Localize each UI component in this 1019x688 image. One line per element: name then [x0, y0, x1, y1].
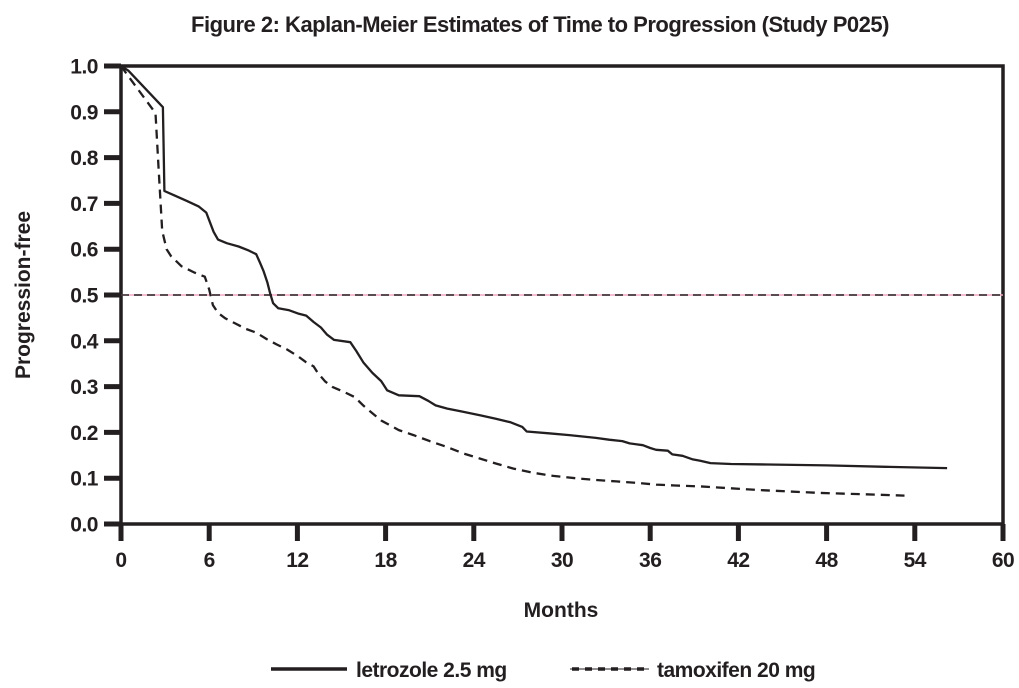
y-tick-label: 0.5 — [70, 285, 99, 308]
x-tick-label: 48 — [815, 549, 838, 572]
y-tick-label: 0.1 — [70, 468, 99, 491]
plot-area: 0.0 0.1 0.2 0.3 0.4 0.5 0.6 0.7 0.8 0.9 1.0 0 6 12 18 2… — [70, 56, 1014, 573]
legend: letrozole 2.5 mg tamoxifen 20 mg — [271, 659, 816, 682]
figure-title: Figure 2: Kaplan-Meier Estimates of Time… — [191, 12, 889, 37]
curve-tamoxifen — [120, 65, 905, 497]
y-tick-label: 0.3 — [70, 376, 98, 399]
y-tick-label: 0.7 — [70, 193, 98, 216]
legend-label-letrozole: letrozole 2.5 mg — [356, 659, 507, 682]
y-tick-label: 0.4 — [70, 330, 99, 353]
y-tick-label: 0.2 — [70, 422, 98, 445]
y-tick-label: 0.9 — [70, 101, 98, 124]
y-axis-label: Progression-free — [12, 211, 35, 379]
x-tick-label: 54 — [904, 549, 927, 572]
y-tick-label: 0.6 — [70, 239, 98, 262]
x-tick-label: 6 — [204, 549, 215, 572]
x-tick-label: 18 — [374, 549, 397, 572]
y-tick-label: 1.0 — [70, 56, 98, 79]
x-tick-label: 30 — [551, 549, 573, 572]
y-tick-label: 0.0 — [70, 514, 98, 537]
x-axis-label: Months — [524, 599, 599, 622]
x-tick-label: 60 — [992, 549, 1014, 572]
legend-label-tamoxifen: tamoxifen 20 mg — [657, 659, 815, 682]
x-tick-label: 12 — [286, 549, 308, 572]
x-tick-label: 36 — [639, 549, 661, 572]
x-tick-label: 24 — [463, 549, 486, 572]
x-tick-label: 42 — [727, 549, 749, 572]
y-tick-label: 0.8 — [70, 147, 99, 170]
x-tick-label: 0 — [115, 549, 126, 572]
curve-letrozole — [120, 65, 948, 470]
